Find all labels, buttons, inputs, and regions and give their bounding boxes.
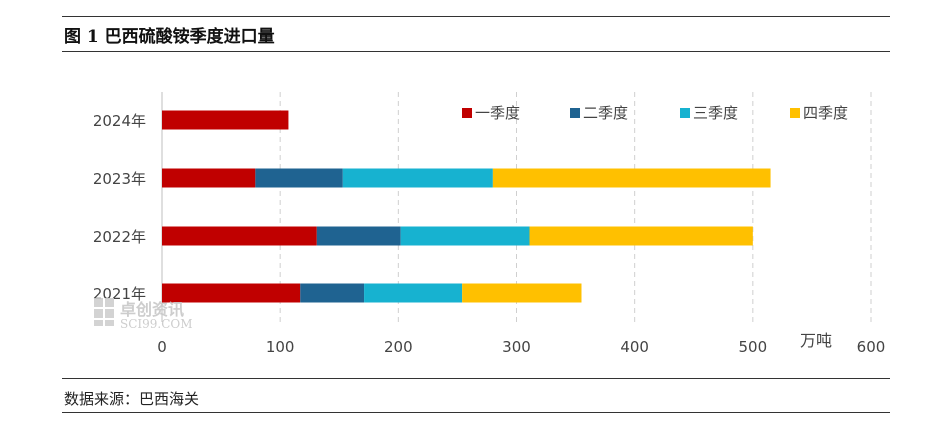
- bar-segment: [162, 226, 317, 246]
- bar-segment: [316, 226, 401, 246]
- bar-segment: [300, 283, 365, 303]
- bar-segment: [364, 283, 463, 303]
- legend-swatch: [790, 108, 800, 118]
- legend-label: 四季度: [803, 104, 848, 122]
- legend-swatch: [462, 108, 472, 118]
- y-tick-label: 2024年: [93, 112, 146, 130]
- title-rule: [62, 51, 890, 52]
- watermark-logo-icon: [94, 298, 116, 328]
- x-tick-label: 100: [266, 338, 295, 356]
- bar-segment: [400, 226, 530, 246]
- bar-segment: [162, 110, 289, 130]
- x-tick-label: 400: [620, 338, 649, 356]
- watermark-name: 卓创资讯: [120, 300, 185, 319]
- top-rule: [62, 16, 890, 17]
- bar-segment: [529, 226, 753, 246]
- x-tick-label: 200: [384, 338, 413, 356]
- data-source: 数据来源：巴西海关: [64, 390, 200, 408]
- bottom-rule: [62, 412, 890, 413]
- bar-segment: [492, 168, 771, 188]
- bar-segment: [162, 168, 256, 188]
- y-tick-label: 2022年: [93, 228, 146, 246]
- chart-title: 图 1 巴西硫酸铵季度进口量: [64, 27, 275, 47]
- watermark-domain: SCI99.COM: [120, 317, 193, 331]
- legend-swatch: [680, 108, 690, 118]
- source-rule-top: [62, 378, 890, 379]
- y-tick-label: 2023年: [93, 170, 146, 188]
- legend-label: 三季度: [693, 104, 738, 122]
- x-tick-label: 300: [502, 338, 531, 356]
- legend-label: 一季度: [475, 104, 520, 122]
- x-axis-unit: 万吨: [800, 331, 832, 350]
- legend-swatch: [570, 108, 580, 118]
- x-tick-label: 0: [157, 338, 167, 356]
- legend-label: 二季度: [583, 104, 628, 122]
- bar-segment: [342, 168, 493, 188]
- bar-segment: [462, 283, 582, 303]
- bar-segment: [162, 283, 301, 303]
- x-tick-label: 500: [739, 338, 768, 356]
- x-tick-label: 600: [857, 338, 886, 356]
- bar-segment: [255, 168, 343, 188]
